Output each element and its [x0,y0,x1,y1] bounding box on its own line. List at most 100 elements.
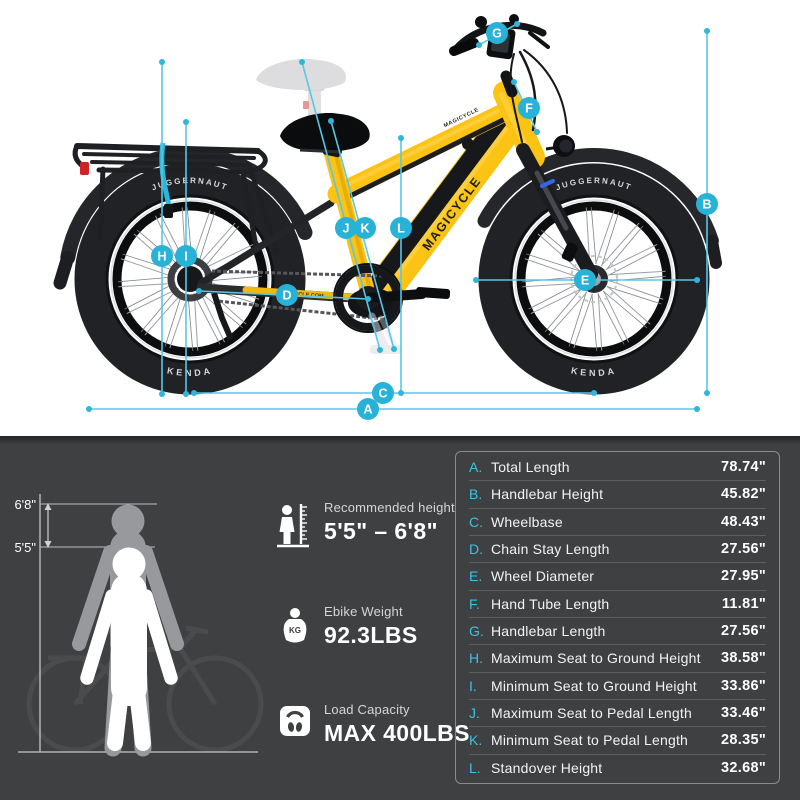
front-tire-brand-text: KENDA [570,365,614,378]
dimension-row: E. Wheel Diameter 27.95" [469,563,766,591]
spec-value: 92.3LBS [324,622,418,648]
dimension-key: H. [469,650,483,667]
kettlebell-icon: KG [274,606,316,646]
derailleur [211,292,234,341]
bike-diagram-section: JUGGERNAUT KENDA JUGGERNAUT KENDA [53,14,722,420]
bike-diagram-svg: JUGGERNAUT KENDA JUGGERNAUT KENDA [53,14,722,420]
dimension-label: Handlebar Height [491,486,604,503]
svg-text:A: A [363,403,372,417]
dim-marker-g: G [486,22,508,44]
crank-arm [363,289,427,303]
dimensions-table: A. Total Length 78.74" B. Handlebar Heig… [455,451,780,784]
dimension-label: Standover Height [491,759,603,776]
dimension-value: 33.46" [721,705,766,722]
dimension-key: J. [469,705,480,722]
dimension-row: B. Handlebar Height 45.82" [469,481,766,509]
dimension-key: C. [469,513,483,530]
dimension-label: Minimum Seat to Ground Height [491,677,697,694]
rear-rack [72,143,280,255]
dim-marker-a: A [357,398,379,420]
seat-stay [197,199,335,287]
height-range-arrow [44,503,52,548]
dimension-value: 48.43" [721,513,766,530]
svg-text:C: C [378,387,387,401]
svg-text:D: D [282,289,291,303]
dimension-row: C. Wheelbase 48.43" [469,509,766,536]
front-fork [516,143,598,281]
max-height-label: 6'8" [14,497,36,512]
dim-marker-h: H [151,245,173,267]
spec-value: 5'5" – 6'8" [324,518,438,544]
dimension-label: Maximum Seat to Pedal Length [491,705,692,722]
dimension-key: E. [469,568,483,585]
dimension-label: Total Length [491,459,570,476]
spec-load-capacity: Load Capacity MAX 400LBS [274,702,470,747]
dimension-row: A. Total Length 78.74" [469,454,766,482]
dimension-label: Wheelbase [491,513,563,530]
min-height-label: 5'5" [14,540,36,555]
dimension-value: 11.81" [721,595,766,612]
dim-marker-b: B [696,193,718,215]
svg-text:KENDA: KENDA [570,365,617,378]
handlebar-assembly [449,14,568,143]
dimension-label: Handlebar Length [491,623,606,640]
brake-caliper [561,242,579,262]
dimension-value: 32.68" [721,759,766,776]
drivetrain [211,263,451,341]
dimension-row: G. Handlebar Length 27.56" [469,618,766,646]
spec-label: Recommended height [324,500,455,515]
saddle [280,112,370,158]
brake-lever [528,31,550,49]
dimension-label: Hand Tube Length [491,595,610,612]
left-grip [449,38,479,56]
scale-icon [274,704,316,738]
spec-value: MAX 400LBS [324,720,470,746]
dimension-value: 27.56" [721,541,766,558]
svg-text:J: J [343,222,350,236]
bell [475,16,487,28]
battery-panel [363,102,515,299]
dimension-key: D. [469,541,483,558]
spec-recommended-height: Recommended height 5'5" – 6'8" [274,500,455,548]
dimension-row: J. Maximum Seat to Pedal Length 33.46" [469,700,766,728]
fork-blue-band [540,179,555,188]
svg-text:E: E [581,274,589,288]
dim-marker-f: F [518,97,540,119]
rear-tire-brand-text: KENDA [166,365,210,378]
dimension-key: K. [469,732,483,749]
line-max-seat-pedal [301,61,381,351]
dim-marker-j: J [335,217,357,239]
dimension-row: L. Standover Height 32.68" [469,755,766,781]
dimension-row: D. Chain Stay Length 27.56" [469,536,766,564]
short-rider-silhouette [80,547,178,751]
svg-text:G: G [492,27,502,41]
svg-text:F: F [525,102,533,116]
dimension-value: 28.35" [721,732,766,749]
kg-icon-text: KG [289,626,301,635]
dim-marker-d: D [276,284,298,306]
dim-marker-c: C [372,382,394,404]
dimension-value: 45.82" [721,486,766,503]
height-ruler-icon [274,502,316,548]
dimension-key: I. [469,677,477,694]
dimension-value: 27.56" [721,623,766,640]
dim-marker-l: L [390,217,412,239]
dimension-value: 38.58" [721,650,766,667]
dim-marker-e: E [574,269,596,291]
spec-label: Load Capacity [324,702,410,717]
top-tube [327,101,517,204]
frame-button [462,138,474,150]
dim-marker-i: I [175,245,197,267]
headlight [545,135,575,157]
dimension-key: A. [469,459,483,476]
pedal [415,287,451,299]
svg-text:I: I [184,250,187,264]
panel-top-shadow [0,436,800,445]
rear-taillight [80,162,89,175]
dimension-row: I. Minimum Seat to Ground Height 33.86" [469,673,766,700]
spec-panel: 6'8" 5'5" [0,436,800,800]
dimension-markers: A B C D E F G H I J K L [151,22,718,420]
dimension-key: F. [469,595,480,612]
svg-text:KENDA: KENDA [166,365,213,378]
